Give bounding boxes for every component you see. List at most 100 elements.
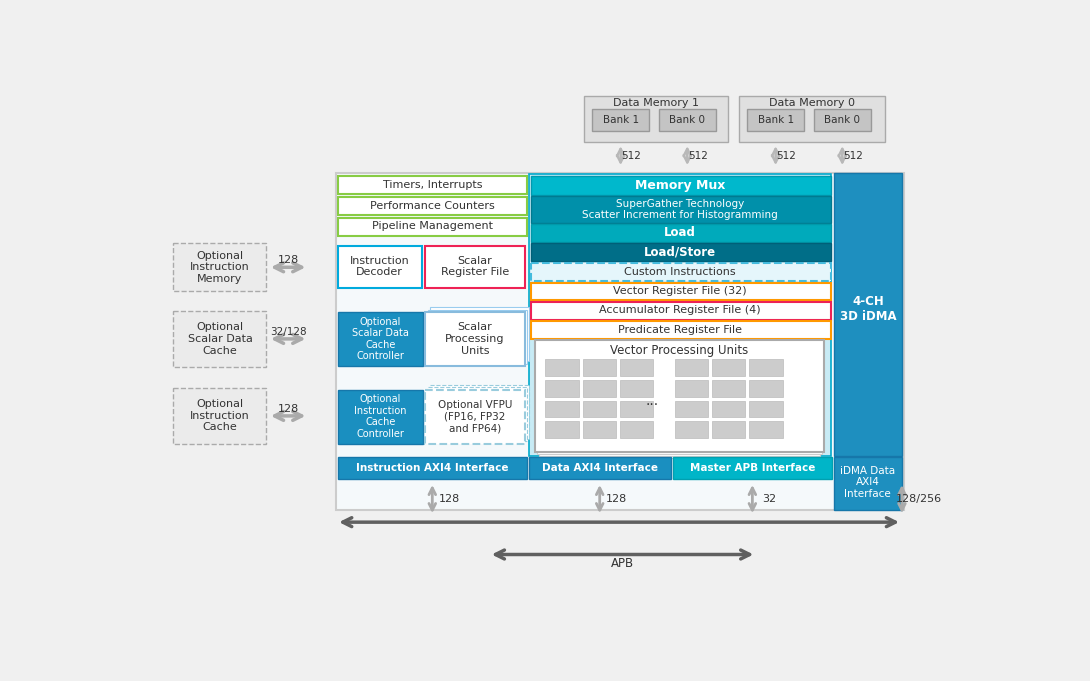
FancyBboxPatch shape bbox=[537, 342, 822, 454]
FancyBboxPatch shape bbox=[529, 174, 832, 456]
Text: 128/256: 128/256 bbox=[896, 494, 942, 504]
Text: 128: 128 bbox=[438, 494, 460, 504]
Text: Accumulator Register File (4): Accumulator Register File (4) bbox=[600, 305, 761, 315]
FancyBboxPatch shape bbox=[542, 347, 818, 458]
Text: Master APB Interface: Master APB Interface bbox=[690, 463, 815, 473]
FancyBboxPatch shape bbox=[658, 110, 716, 131]
FancyBboxPatch shape bbox=[747, 110, 804, 131]
Text: Instruction AXI4 Interface: Instruction AXI4 Interface bbox=[356, 463, 509, 473]
FancyBboxPatch shape bbox=[531, 243, 831, 261]
Text: Data Memory 0: Data Memory 0 bbox=[770, 98, 855, 108]
FancyBboxPatch shape bbox=[545, 422, 579, 439]
Text: SuperGather Technology
Scatter Increment for Histogramming: SuperGather Technology Scatter Increment… bbox=[582, 199, 778, 221]
FancyBboxPatch shape bbox=[531, 176, 831, 195]
Text: ...: ... bbox=[646, 394, 659, 409]
FancyBboxPatch shape bbox=[749, 380, 783, 396]
Text: Pipeline Management: Pipeline Management bbox=[372, 221, 493, 232]
FancyBboxPatch shape bbox=[535, 340, 824, 452]
Text: Data AXI4 Interface: Data AXI4 Interface bbox=[542, 463, 657, 473]
FancyBboxPatch shape bbox=[429, 385, 529, 439]
Text: Performance Counters: Performance Counters bbox=[370, 201, 495, 210]
Text: APB: APB bbox=[611, 557, 634, 570]
Text: 128: 128 bbox=[278, 255, 299, 266]
Text: 4-CH
3D iDMA: 4-CH 3D iDMA bbox=[839, 295, 896, 323]
FancyBboxPatch shape bbox=[425, 390, 524, 443]
FancyBboxPatch shape bbox=[674, 458, 832, 479]
FancyBboxPatch shape bbox=[712, 400, 746, 417]
Text: Data Memory 1: Data Memory 1 bbox=[614, 98, 700, 108]
Text: Load: Load bbox=[665, 226, 697, 239]
FancyBboxPatch shape bbox=[173, 388, 266, 443]
FancyBboxPatch shape bbox=[338, 176, 526, 194]
Text: Optional
Scalar Data
Cache: Optional Scalar Data Cache bbox=[187, 322, 253, 355]
FancyBboxPatch shape bbox=[712, 359, 746, 376]
FancyBboxPatch shape bbox=[338, 218, 526, 236]
FancyBboxPatch shape bbox=[583, 380, 616, 396]
Text: Bank 0: Bank 0 bbox=[669, 115, 705, 125]
FancyBboxPatch shape bbox=[620, 422, 653, 439]
Text: Optional
Instruction
Cache
Controller: Optional Instruction Cache Controller bbox=[354, 394, 407, 439]
FancyBboxPatch shape bbox=[584, 95, 728, 142]
Text: Bank 1: Bank 1 bbox=[758, 115, 794, 125]
Text: Vector Register File (32): Vector Register File (32) bbox=[614, 286, 747, 296]
Text: Optional
Instruction
Memory: Optional Instruction Memory bbox=[190, 251, 250, 284]
FancyBboxPatch shape bbox=[531, 196, 831, 223]
FancyBboxPatch shape bbox=[531, 263, 831, 281]
Text: 128: 128 bbox=[278, 404, 299, 414]
FancyBboxPatch shape bbox=[173, 311, 266, 366]
FancyBboxPatch shape bbox=[424, 246, 525, 288]
FancyBboxPatch shape bbox=[583, 422, 616, 439]
FancyBboxPatch shape bbox=[749, 359, 783, 376]
FancyBboxPatch shape bbox=[427, 310, 526, 364]
FancyBboxPatch shape bbox=[545, 380, 579, 396]
FancyBboxPatch shape bbox=[427, 387, 526, 441]
FancyBboxPatch shape bbox=[675, 422, 709, 439]
FancyBboxPatch shape bbox=[338, 246, 422, 288]
Text: Bank 1: Bank 1 bbox=[603, 115, 639, 125]
FancyBboxPatch shape bbox=[338, 312, 423, 366]
FancyBboxPatch shape bbox=[592, 110, 650, 131]
FancyBboxPatch shape bbox=[583, 400, 616, 417]
Text: Timers, Interrupts: Timers, Interrupts bbox=[383, 180, 482, 190]
Text: 512: 512 bbox=[621, 151, 641, 161]
Text: Instruction
Decoder: Instruction Decoder bbox=[350, 256, 410, 277]
FancyBboxPatch shape bbox=[834, 458, 901, 510]
FancyBboxPatch shape bbox=[338, 197, 526, 215]
Text: 32/128: 32/128 bbox=[270, 327, 306, 337]
Text: Memory Mux: Memory Mux bbox=[635, 179, 726, 192]
FancyBboxPatch shape bbox=[712, 422, 746, 439]
Text: Bank 0: Bank 0 bbox=[824, 115, 860, 125]
FancyBboxPatch shape bbox=[583, 359, 616, 376]
FancyBboxPatch shape bbox=[338, 458, 526, 479]
FancyBboxPatch shape bbox=[749, 400, 783, 417]
Text: Custom Instructions: Custom Instructions bbox=[625, 267, 736, 277]
Text: 512: 512 bbox=[776, 151, 797, 161]
Text: 512: 512 bbox=[844, 151, 863, 161]
Text: Scalar
Register File: Scalar Register File bbox=[440, 256, 509, 277]
FancyBboxPatch shape bbox=[834, 172, 901, 456]
FancyBboxPatch shape bbox=[675, 359, 709, 376]
FancyBboxPatch shape bbox=[531, 283, 831, 300]
FancyBboxPatch shape bbox=[749, 422, 783, 439]
Text: Load/Store: Load/Store bbox=[644, 245, 716, 258]
Text: Vector Processing Units: Vector Processing Units bbox=[610, 344, 749, 357]
Text: 32: 32 bbox=[762, 494, 776, 504]
Text: 128: 128 bbox=[606, 494, 628, 504]
FancyBboxPatch shape bbox=[531, 302, 831, 319]
FancyBboxPatch shape bbox=[545, 359, 579, 376]
Text: Predicate Register File: Predicate Register File bbox=[618, 325, 742, 334]
Text: iDMA Data
AXI4
Interface: iDMA Data AXI4 Interface bbox=[840, 466, 895, 498]
FancyBboxPatch shape bbox=[425, 312, 524, 366]
FancyBboxPatch shape bbox=[531, 321, 831, 339]
FancyBboxPatch shape bbox=[620, 380, 653, 396]
Text: Optional VFPU
(FP16, FP32
and FP64): Optional VFPU (FP16, FP32 and FP64) bbox=[438, 400, 512, 433]
FancyBboxPatch shape bbox=[675, 400, 709, 417]
FancyBboxPatch shape bbox=[529, 458, 671, 479]
FancyBboxPatch shape bbox=[813, 110, 871, 131]
FancyBboxPatch shape bbox=[620, 359, 653, 376]
FancyBboxPatch shape bbox=[545, 400, 579, 417]
FancyBboxPatch shape bbox=[712, 380, 746, 396]
FancyBboxPatch shape bbox=[620, 400, 653, 417]
Text: 512: 512 bbox=[688, 151, 708, 161]
FancyBboxPatch shape bbox=[429, 307, 529, 361]
